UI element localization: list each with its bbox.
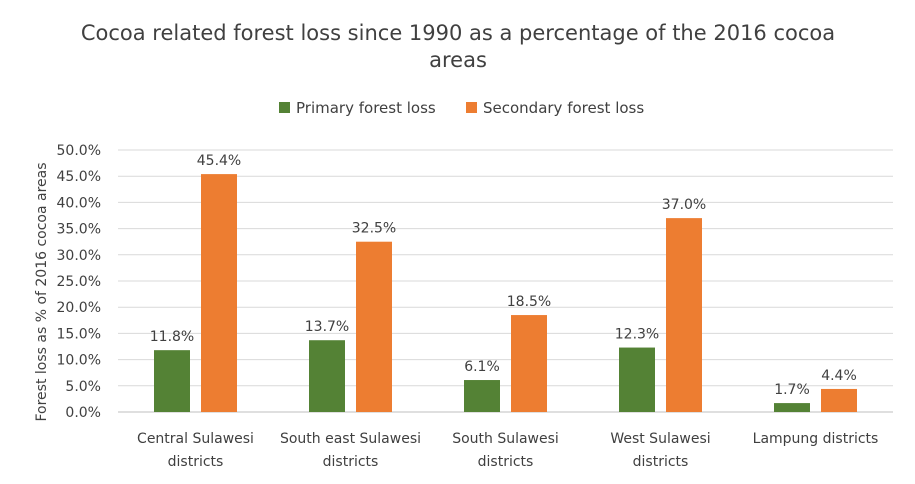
- legend: Primary forest loss Secondary forest los…: [279, 99, 644, 117]
- category-label: districts: [633, 454, 689, 470]
- data-label: 45.4%: [197, 153, 241, 169]
- bar-secondary: [511, 315, 547, 412]
- y-tick-label: 0.0%: [65, 405, 101, 421]
- category-label: Lampung districts: [753, 431, 879, 447]
- bars: [154, 174, 857, 412]
- y-tick-label: 10.0%: [57, 353, 101, 369]
- y-tick-label: 25.0%: [57, 274, 101, 290]
- data-label: 1.7%: [774, 382, 810, 398]
- y-axis-label: Forest loss as % of 2016 cocoa areas: [34, 162, 50, 421]
- category-label: districts: [168, 454, 224, 470]
- category-label: South Sulawesi: [452, 431, 559, 447]
- data-label: 6.1%: [464, 359, 500, 375]
- chart-title-line-1: Cocoa related forest loss since 1990 as …: [81, 21, 835, 45]
- category-label: districts: [478, 454, 534, 470]
- category-label: districts: [323, 454, 379, 470]
- y-tick-label: 5.0%: [65, 379, 101, 395]
- data-label: 4.4%: [821, 368, 857, 384]
- y-tick-label: 30.0%: [57, 248, 101, 264]
- chart-title-line-2: areas: [429, 48, 487, 72]
- data-label: 18.5%: [507, 294, 551, 310]
- legend-label-secondary: Secondary forest loss: [483, 99, 644, 117]
- legend-swatch-primary: [279, 102, 290, 113]
- bar-secondary: [201, 174, 237, 412]
- y-tick-label: 15.0%: [57, 326, 101, 342]
- data-label: 37.0%: [662, 197, 706, 213]
- y-tick-label: 45.0%: [57, 169, 101, 185]
- bar-primary: [309, 340, 345, 412]
- y-axis-ticks: 0.0% 5.0% 10.0% 15.0% 20.0% 25.0% 30.0% 35.0% 40…: [57, 143, 101, 421]
- x-axis-categories: Central Sulawesi districts South east Sula…: [137, 431, 878, 470]
- bar-primary: [154, 350, 190, 412]
- bar-secondary: [356, 241, 392, 412]
- bar-primary: [619, 347, 655, 412]
- bar-secondary: [666, 218, 702, 412]
- gridlines: [118, 149, 893, 413]
- data-labels: 11.8% 45.4% 13.7% 32.5% 6.1% 18.5% 12.3% 37.0% 1…: [150, 153, 857, 398]
- data-label: 11.8%: [150, 329, 194, 345]
- legend-swatch-secondary: [466, 102, 477, 113]
- y-tick-label: 20.0%: [57, 300, 101, 316]
- bar-secondary: [821, 388, 857, 412]
- legend-label-primary: Primary forest loss: [296, 99, 436, 117]
- bar-primary: [774, 403, 810, 412]
- category-label: Central Sulawesi: [137, 431, 254, 447]
- y-tick-label: 50.0%: [57, 143, 101, 159]
- y-tick-label: 40.0%: [57, 195, 101, 211]
- category-label: South east Sulawesi: [280, 431, 421, 447]
- data-label: 32.5%: [352, 221, 396, 237]
- y-tick-label: 35.0%: [57, 222, 101, 238]
- bar-primary: [464, 380, 500, 412]
- data-label: 12.3%: [615, 327, 659, 343]
- data-label: 13.7%: [305, 319, 349, 335]
- category-label: West Sulawesi: [610, 431, 710, 447]
